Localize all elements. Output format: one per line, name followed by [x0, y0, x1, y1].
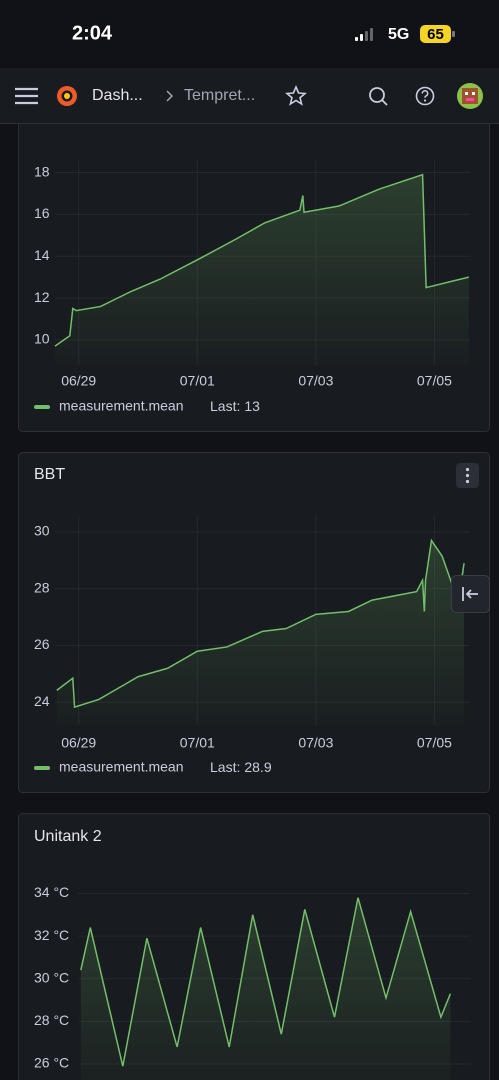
y-tick-label: 26 °C	[34, 1055, 69, 1071]
y-tick-label: 16	[34, 205, 50, 221]
y-tick-label: 32 °C	[34, 927, 69, 943]
legend-stat-value: 13	[244, 398, 260, 414]
legend-label: measurement.mean	[59, 759, 184, 775]
breadcrumb-separator	[166, 90, 174, 102]
x-tick-label: 07/05	[417, 735, 452, 751]
menu-button[interactable]	[15, 87, 38, 105]
y-tick-label: 28	[34, 579, 50, 595]
battery-level: 65	[427, 26, 444, 43]
legend-stat-value: 28.9	[244, 759, 271, 775]
y-tick-label: 10	[34, 331, 50, 347]
y-tick-label: 24	[34, 693, 50, 709]
help-button[interactable]	[415, 86, 435, 106]
y-tick-label: 14	[34, 247, 50, 263]
legend-swatch	[34, 405, 50, 409]
y-tick-label: 28 °C	[34, 1012, 69, 1028]
panel-title: Unitank 2	[34, 828, 102, 845]
battery-tip	[452, 31, 455, 37]
avatar[interactable]	[457, 83, 483, 109]
x-tick-label: 07/01	[180, 373, 215, 389]
x-tick-label: 06/29	[61, 735, 96, 751]
x-tick-label: 07/03	[298, 735, 333, 751]
y-tick-label: 26	[34, 636, 50, 652]
y-tick-label: 30 °C	[34, 969, 69, 985]
star-button[interactable]	[284, 84, 308, 106]
series-line	[54, 173, 469, 347]
series-line	[80, 897, 452, 1067]
legend-label: measurement.mean	[59, 398, 184, 414]
dock-button[interactable]	[451, 575, 490, 613]
y-tick-label: 12	[34, 289, 50, 305]
y-tick-label: 34 °C	[34, 884, 69, 900]
plots: 10 12 14 16 18 06/29 07/01 07/03 07/05 measuremen…	[34, 160, 470, 1080]
legend-stat-label: Last:	[210, 398, 240, 414]
x-tick-label: 07/05	[417, 373, 452, 389]
battery-icon	[420, 25, 451, 43]
x-tick-label: 07/03	[298, 373, 333, 389]
search-button[interactable]	[369, 87, 388, 106]
y-tick-label: 18	[34, 163, 50, 179]
panel-menu[interactable]	[456, 463, 479, 488]
status-time: 2:04	[72, 22, 113, 44]
legend-stat: Last: 28.9	[210, 759, 272, 775]
grafana-logo[interactable]	[57, 86, 77, 106]
y-tick-label: 30	[34, 523, 50, 539]
panel-title: BBT	[34, 466, 65, 483]
x-tick-label: 07/01	[180, 735, 215, 751]
x-tick-label: 06/29	[61, 373, 96, 389]
status-bar	[0, 0, 499, 68]
series-line	[56, 538, 465, 709]
legend-swatch	[34, 766, 50, 770]
breadcrumb[interactable]: Tempret...	[184, 87, 255, 104]
breadcrumb[interactable]: Dash...	[92, 87, 143, 104]
signal-icon	[355, 28, 373, 41]
network: 5G	[388, 26, 409, 43]
legend-stat: Last: 13	[210, 398, 260, 414]
legend-stat-label: Last:	[210, 759, 240, 775]
area-fill	[55, 174, 469, 365]
